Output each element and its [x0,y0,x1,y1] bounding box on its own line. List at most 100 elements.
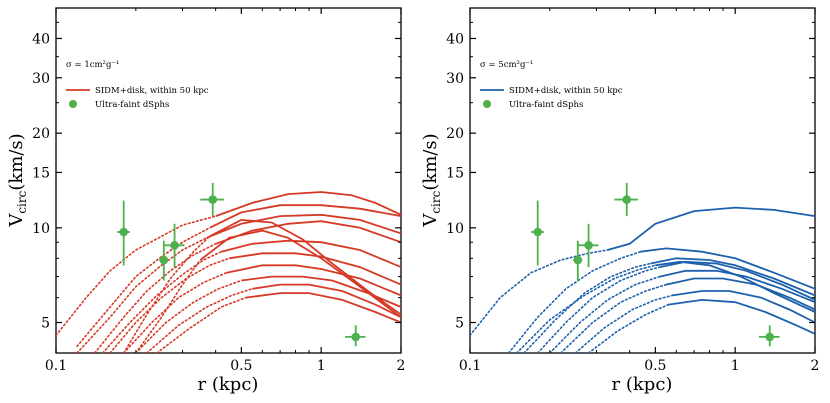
ticks: 0.1 0.5 1 2 5 10 15 20 30 40 [446,8,819,374]
ufd-marker [351,332,361,342]
x-tick-label: 0.5 [644,358,666,374]
y-label-units: (km/s) [420,133,441,190]
x-tick-label: 0.5 [230,358,252,374]
ufd-point-2 [573,240,583,281]
curve-halo-2-solid [640,247,815,290]
ufd-point-5 [345,325,366,347]
curve-halo-7-dotted [122,271,228,353]
curve-halo-8-solid [241,275,401,308]
y-label-subscript: circ [15,190,29,213]
curve-group [56,191,401,353]
curve-halo-7-solid [672,290,815,324]
ufd-marker [533,227,542,237]
x-tick-label: 0.1 [459,358,481,374]
data-points [117,182,366,347]
curve-halo-2-solid [209,204,401,229]
curve-halo-8-solid [668,298,815,335]
y-label-subscript: circ [429,190,443,213]
curve-halo-9-solid [655,260,815,313]
ufd-point-4 [200,182,224,217]
curve-halo-4-dotted [93,243,217,353]
curve-halo-11-solid [199,229,401,318]
curve-halo-8-dotted [587,303,670,353]
plot-frame [55,7,402,354]
curve-halo-9-dotted [515,264,657,353]
curve-halo-6-dotted [109,257,230,353]
y-tick-label: 5 [455,316,464,332]
panel-left: 0.1 0.5 1 2 5 10 15 20 30 40 σ = 1cm²g⁻¹ SIDM+dis… [6,7,405,395]
curve-halo-10-dotted [156,296,247,353]
ufd-marker [159,255,169,265]
curve-halo-5-dotted [101,250,223,353]
curve-halo-7-dotted [574,294,674,353]
y-tick-label: 20 [32,126,50,142]
curve-halo-8-dotted [135,279,243,353]
x-tick-label: 1 [731,358,740,374]
curve-halo-6-solid [666,277,815,311]
curve-halo-9-solid [252,283,401,319]
y-tick-label: 40 [32,31,50,47]
curve-halo-6-solid [229,252,401,286]
curve-halo-1-dotted [56,215,217,337]
curve-halo-3-dotted [523,262,652,353]
legend: SIDM+disk, within 50 kpc Ultra-faint dSp… [480,86,623,110]
ufd-point-3 [163,223,185,268]
x-axis-label: r (kpc) [198,374,259,395]
x-axis-label: r (kpc) [612,374,673,395]
ufd-marker [622,195,632,204]
curve-halo-1-solid [607,206,815,251]
curve-halo-6-dotted [560,283,668,353]
curve-halo-5-solid [221,239,401,268]
legend-point-label: Ultra-faint dSphs [95,100,169,110]
x-tick-label: 0.1 [45,358,67,374]
curve-halo-10-solid [245,292,401,324]
curve-halo-1-solid [215,191,401,217]
legend-point-label: Ultra-faint dSphs [509,100,583,110]
curve-halo-12-dotted [122,235,211,353]
ufd-marker [573,255,583,265]
y-tick-label: 15 [32,165,50,181]
curve-halo-3-solid [206,213,401,239]
legend-point-swatch [69,100,77,108]
y-tick-label: 10 [32,221,50,237]
curve-halo-12-solid [209,218,401,316]
legend-line-label: SIDM+disk, within 50 kpc [509,86,623,96]
ticks: 0.1 0.5 1 2 5 10 15 20 30 40 [32,8,405,374]
x-tick-label: 2 [811,358,820,374]
data-points [531,182,780,347]
panel-right: 0.1 0.5 1 2 5 10 15 20 30 40 σ = 5cm²g⁻¹ SIDM+dis… [420,7,819,395]
y-tick-label: 15 [446,165,464,181]
plot-frame [469,7,816,354]
curve-halo-4-dotted [536,266,661,353]
ufd-point-1 [531,200,544,266]
ufd-marker [208,195,218,204]
x-tick-label: 1 [317,358,326,374]
ufd-point-2 [159,240,169,281]
sigma-annotation: σ = 5cm²g⁻¹ [480,60,533,70]
y-tick-label: 10 [446,221,464,237]
legend: SIDM+disk, within 50 kpc Ultra-faint dSp… [66,86,209,110]
y-tick-label: 30 [446,71,464,87]
y-axis-label: Vcirc(km/s) [6,133,29,227]
curve-halo-3-solid [650,257,815,297]
legend-line-label: SIDM+disk, within 50 kpc [95,86,209,96]
ufd-marker [584,241,593,250]
curve-halo-2-dotted [76,227,211,348]
ufd-point-5 [759,325,780,347]
legend-point-swatch [483,100,491,108]
y-axis-label: Vcirc(km/s) [420,133,443,227]
ufd-marker [170,241,179,250]
curve-halo-9-dotted [146,288,254,353]
curve-group [470,206,815,353]
curve-halo-4-solid [215,220,401,245]
curve-halo-2-dotted [507,250,642,353]
y-label-main: V [6,213,27,228]
curve-halo-11-dotted [135,259,202,353]
ufd-marker [765,332,775,342]
curve-halo-3-dotted [76,237,208,353]
y-tick-label: 40 [446,31,464,47]
ufd-point-4 [614,182,638,217]
y-tick-label: 30 [32,71,50,87]
curve-halo-1-dotted [470,249,609,337]
